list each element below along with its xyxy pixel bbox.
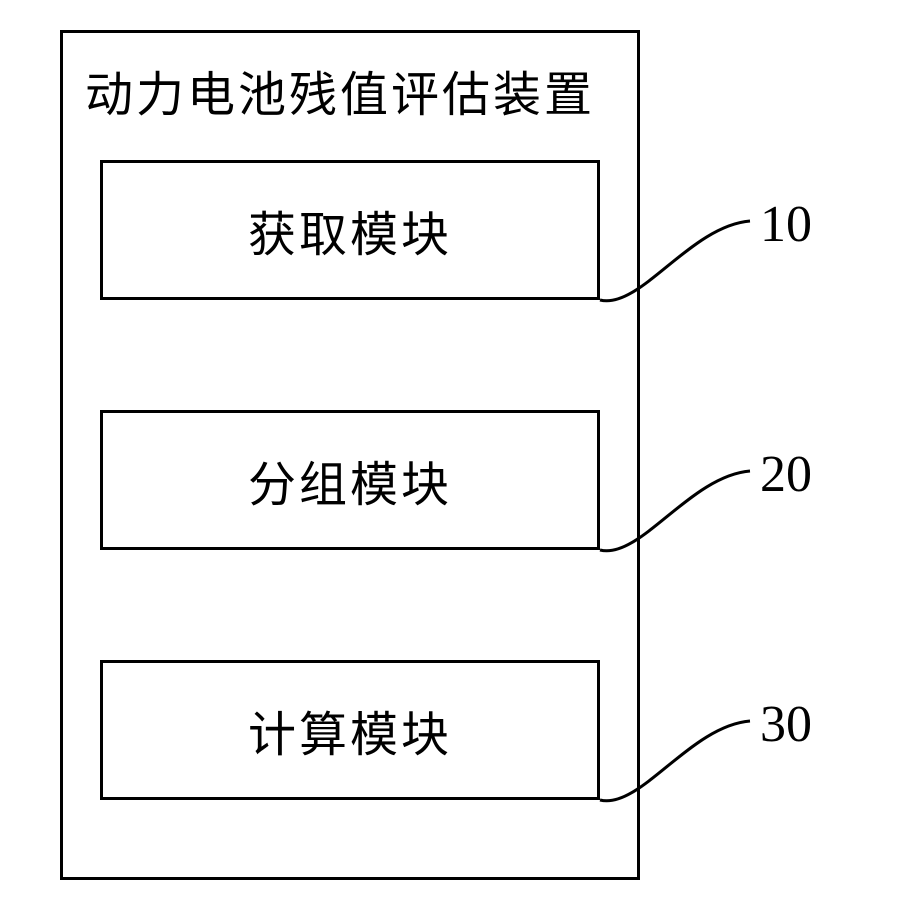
callout-number-0: 10 (760, 195, 812, 254)
callout-number-1: 20 (760, 445, 812, 504)
device-title: 动力电池残值评估装置 (85, 55, 595, 125)
module-box-0: 获取模块 (100, 160, 600, 300)
module-label-0: 获取模块 (248, 195, 452, 265)
module-box-1: 分组模块 (100, 410, 600, 550)
module-box-2: 计算模块 (100, 660, 600, 800)
module-label-2: 计算模块 (248, 695, 452, 765)
module-label-1: 分组模块 (248, 445, 452, 515)
callout-number-2: 30 (760, 695, 812, 754)
